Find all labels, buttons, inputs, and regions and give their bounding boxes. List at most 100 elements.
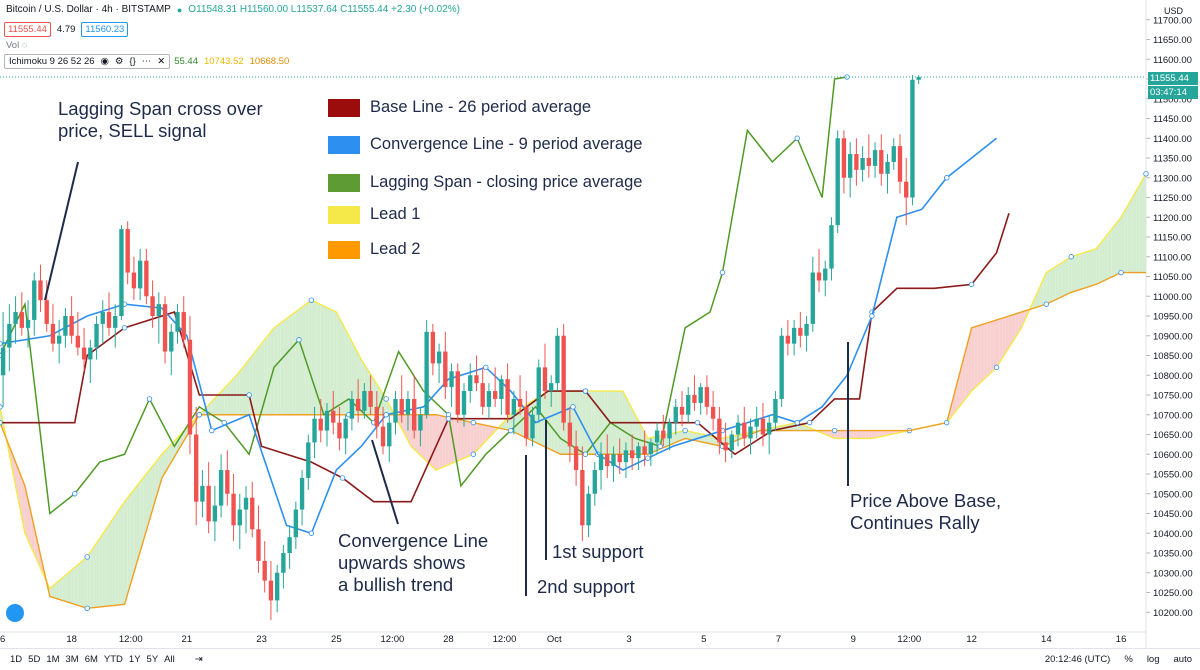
cloud-segment (473, 422, 477, 455)
timeframe-1y[interactable]: 1Y (128, 654, 141, 665)
source-code-icon[interactable]: {} (129, 56, 136, 67)
timeframe-5d[interactable]: 5D (28, 654, 41, 665)
lagging-span-line-point (146, 396, 153, 402)
y-tick-label: 10900.00 (1153, 331, 1193, 342)
candle-body (847, 154, 853, 178)
cloud-segment (999, 317, 1003, 363)
lead2-line-point (196, 412, 203, 418)
cloud-segment (330, 309, 334, 415)
sell-button[interactable]: 11555.44 (4, 22, 51, 37)
cloud-segment (884, 430, 888, 436)
cloud-segment (977, 324, 981, 386)
cloud-segment (286, 316, 290, 415)
symbol-title[interactable]: Bitcoin / U.S. Dollar · 4h · BITSTAMP (6, 4, 171, 15)
cloud-segment (1114, 221, 1118, 276)
cloud-segment (326, 307, 331, 415)
x-tick-label: Oct (547, 634, 562, 645)
timeframe-6m[interactable]: 6M (84, 654, 98, 665)
log-toggle[interactable]: log (1146, 654, 1160, 665)
conversion-line (0, 137, 998, 535)
volume-indicator[interactable]: Vol ◌ (6, 40, 28, 51)
base-line-point (806, 419, 813, 426)
timeframe-ytd[interactable]: YTD (103, 654, 123, 665)
candle-body (175, 312, 180, 332)
candle-body (449, 371, 454, 388)
candle-body (611, 454, 616, 467)
candle-body (648, 442, 654, 455)
timeframe-1m[interactable]: 1M (46, 654, 60, 665)
cloud-segment (501, 421, 505, 430)
timeframe-5y[interactable]: 5Y (146, 654, 159, 665)
cloud-segment (439, 415, 443, 469)
lead2-line-point (470, 419, 477, 426)
legend-swatch-base (328, 98, 360, 117)
candle-body (169, 331, 174, 352)
y-tick-label: 10800.00 (1153, 371, 1193, 382)
candle-body (312, 418, 317, 443)
settings-icon[interactable]: ⚙ (114, 56, 124, 67)
cloud-segment (850, 430, 854, 439)
cloud-segment (1008, 315, 1013, 348)
candle-body (274, 572, 280, 601)
candle-body (767, 422, 772, 435)
lead1-line-point (383, 396, 389, 402)
timeframe-1d[interactable]: 1D (10, 654, 23, 665)
timeframe-all[interactable]: All (164, 654, 175, 665)
candle-body (32, 280, 37, 320)
buy-button[interactable]: 11560.23 (81, 22, 129, 37)
candle-body (331, 410, 336, 423)
candle-body (113, 316, 118, 328)
cloud-segment (594, 391, 598, 455)
cloud-segment (1102, 237, 1106, 282)
auto-toggle[interactable]: auto (1173, 654, 1193, 665)
x-tick-label: 12:00 (380, 634, 404, 645)
cloud-segment (607, 391, 611, 455)
cloud-segment (298, 307, 303, 415)
cloud-segment (305, 302, 309, 415)
candle-body (580, 470, 585, 526)
legend-convergence-line: Convergence Line - 9 period average (328, 135, 642, 154)
percent-toggle[interactable]: % (1124, 654, 1133, 665)
lead1-line-point (470, 451, 477, 457)
candle-body (399, 398, 404, 415)
indicator-legend[interactable]: Ichimoku 9 26 52 26 ◉ ⚙ {} ⋯ ✕ (4, 54, 171, 69)
candle-body (530, 414, 535, 439)
cloud-segment (168, 444, 172, 468)
cloud-segment (1080, 252, 1084, 290)
candle-body (486, 391, 492, 407)
cloud-segment (871, 430, 876, 439)
candle-body (785, 335, 791, 344)
candle-body (44, 300, 49, 324)
legend-label-lead2: Lead 2 (370, 240, 421, 258)
candle-body (461, 391, 467, 415)
candle-body (642, 446, 647, 455)
candle-body (617, 454, 622, 463)
cloud-segment (996, 318, 1000, 368)
cloud-segment (479, 423, 483, 448)
candle-body (287, 537, 292, 553)
timeframe-3m[interactable]: 3M (65, 654, 79, 665)
candle-body (879, 150, 884, 174)
candle-body (499, 379, 504, 399)
cloud-segment (492, 426, 496, 435)
clock[interactable]: 20:12:46 (UTC) (1044, 654, 1111, 665)
annotation-line: Price Above Base, (850, 490, 1002, 511)
candle-body (212, 505, 218, 522)
conversion-line-point (483, 364, 489, 371)
more-icon[interactable]: ⋯ (141, 56, 152, 67)
date-range-icon[interactable]: ⇥ (194, 654, 203, 665)
cloud-segment (1117, 217, 1122, 275)
cloud-segment (224, 385, 228, 415)
cloud-segment (252, 351, 256, 415)
candle-body (262, 560, 267, 581)
base-line (0, 213, 1010, 503)
candle-body (592, 470, 597, 494)
cloud-segment (283, 318, 287, 415)
cloud-segment (15, 462, 19, 502)
eye-off-icon[interactable]: ◌ (21, 40, 28, 51)
cloud-segment (881, 430, 885, 437)
eye-icon[interactable]: ◉ (100, 56, 109, 67)
candle-body (137, 260, 143, 289)
cloud-segment (554, 391, 558, 453)
close-icon[interactable]: ✕ (157, 56, 166, 67)
